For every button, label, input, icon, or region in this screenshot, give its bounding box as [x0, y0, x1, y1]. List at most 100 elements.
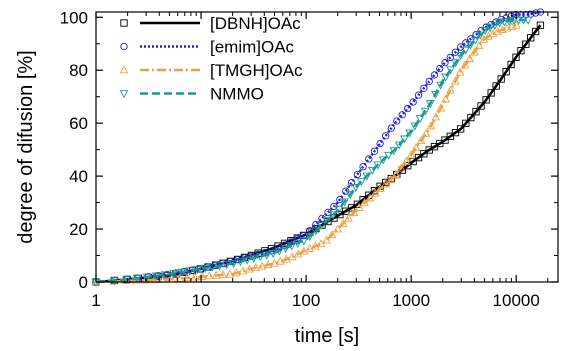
- data-point: [502, 68, 510, 76]
- data-point: [262, 251, 272, 260]
- data-point: [394, 141, 404, 150]
- data-point: [446, 132, 454, 140]
- data-point: [225, 269, 235, 278]
- data-point: [305, 243, 314, 252]
- x-tick-label: 1000: [392, 291, 430, 310]
- data-point: [509, 17, 519, 26]
- data-point: [182, 273, 192, 282]
- data-point: [446, 66, 455, 75]
- data-point: [382, 132, 390, 140]
- axes: 1 10 100 1000 10000 0 20 40 60 80 100: [60, 8, 558, 310]
- data-point: [254, 250, 262, 259]
- legend-marker: [120, 19, 128, 27]
- data-point: [406, 150, 416, 159]
- data-point: [322, 235, 331, 244]
- data-point: [351, 184, 361, 193]
- data-point: [287, 252, 297, 261]
- legend: [DBNH]OAc [emim]OAc [TMGH]OAc NMMO: [119, 14, 303, 104]
- legend-label: NMMO: [210, 85, 264, 104]
- data-point: [405, 129, 414, 138]
- data-point: [511, 20, 521, 29]
- series-line: [95, 10, 541, 284]
- data-point: [523, 16, 533, 25]
- data-point: [531, 27, 540, 36]
- data-point: [376, 139, 384, 148]
- data-point: [441, 59, 449, 67]
- data-point: [485, 24, 495, 33]
- data-point: [344, 213, 353, 222]
- data-point: [360, 198, 369, 207]
- data-point: [409, 98, 417, 106]
- data-point: [310, 241, 320, 250]
- data-point: [257, 261, 267, 270]
- data-point: [470, 47, 479, 56]
- y-tick-label: 80: [69, 61, 88, 80]
- data-point: [497, 75, 505, 83]
- data-point: [396, 163, 406, 172]
- data-point: [474, 41, 484, 50]
- legend-label: [emim]OAc: [210, 38, 295, 57]
- legend-marker: [120, 42, 128, 51]
- data-point: [404, 162, 412, 170]
- data-point: [323, 216, 332, 225]
- data-point: [507, 60, 515, 69]
- data-point: [401, 156, 411, 165]
- data-point: [512, 53, 520, 61]
- data-point: [347, 179, 356, 187]
- data-point: [451, 128, 460, 137]
- data-point: [480, 26, 490, 35]
- data-point: [299, 237, 309, 246]
- data-point: [263, 260, 273, 269]
- data-point: [421, 128, 431, 137]
- data-point: [381, 179, 390, 188]
- data-point: [334, 205, 344, 214]
- data-point: [441, 136, 449, 144]
- data-point: [238, 266, 248, 275]
- data-point: [482, 96, 490, 104]
- data-point: [462, 119, 470, 128]
- data-point: [215, 262, 224, 271]
- data-point: [400, 135, 409, 144]
- data-point: [177, 268, 187, 277]
- data-point: [232, 268, 241, 277]
- data-point: [211, 270, 221, 279]
- x-tick-label: 10000: [493, 291, 540, 310]
- data-point: [420, 84, 428, 92]
- data-point: [461, 46, 470, 55]
- data-point: [398, 111, 406, 119]
- data-point: [386, 174, 396, 183]
- data-point: [229, 259, 238, 268]
- data-point: [517, 47, 525, 55]
- plot-marks: [91, 8, 545, 287]
- data-point: [495, 19, 505, 28]
- data-point: [365, 155, 373, 163]
- data-point: [305, 232, 315, 241]
- data-point: [373, 161, 383, 170]
- data-point: [349, 208, 359, 217]
- data-point: [466, 41, 475, 50]
- legend-item: [emim]OAc: [120, 38, 295, 57]
- data-point: [109, 277, 119, 286]
- data-point: [393, 117, 401, 125]
- x-tick-label: 100: [292, 291, 320, 310]
- data-point: [152, 272, 161, 281]
- data-point: [387, 174, 395, 183]
- y-tick-label: 60: [69, 114, 88, 133]
- data-point: [522, 40, 530, 48]
- data-point: [456, 125, 465, 133]
- data-point: [318, 214, 326, 223]
- data-point: [415, 115, 425, 124]
- data-point: [436, 103, 446, 112]
- data-point: [487, 89, 495, 97]
- data-point: [436, 64, 444, 73]
- data-point: [504, 17, 514, 26]
- data-point: [306, 227, 314, 235]
- data-point: [281, 254, 291, 263]
- plot-frame: [95, 11, 559, 283]
- data-point: [420, 150, 428, 158]
- y-tick-label: 0: [79, 273, 88, 292]
- data-point: [287, 242, 297, 251]
- data-point: [367, 167, 377, 176]
- data-point: [268, 249, 278, 258]
- data-point: [471, 36, 480, 45]
